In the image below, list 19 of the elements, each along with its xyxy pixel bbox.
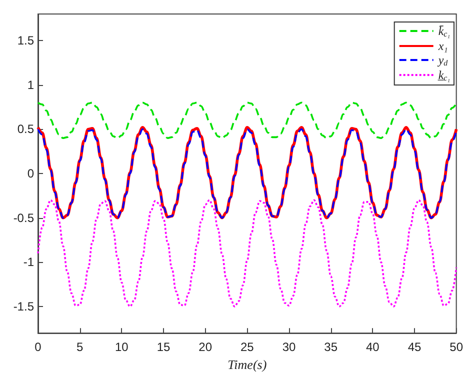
y-tick-label: -0.5 xyxy=(13,210,34,225)
x-tick-label: 5 xyxy=(76,340,84,354)
y-tick-label: -1.5 xyxy=(13,300,34,314)
x-tick-label: 10 xyxy=(114,340,129,354)
y-tick-label: 0 xyxy=(27,166,34,181)
y-tick-label: -1 xyxy=(23,255,34,270)
x-tick-label: 30 xyxy=(282,340,296,354)
x-tick-label: 50 xyxy=(450,340,464,354)
x-tick-label: 15 xyxy=(156,340,170,354)
y-tick-label: 0.5 xyxy=(17,122,34,136)
legend-label: x₁ xyxy=(437,39,448,53)
x-tick-label: 45 xyxy=(408,340,422,354)
y-tick-label: 1.5 xyxy=(17,34,34,48)
x-tick-label: 25 xyxy=(240,340,254,354)
x-tick-label: 40 xyxy=(366,340,380,354)
x-axis-title: Time(s) xyxy=(228,357,267,372)
y-tick-label: 1 xyxy=(27,78,34,92)
x-tick-label: 35 xyxy=(324,340,338,354)
x-tick-label: 20 xyxy=(198,340,212,354)
